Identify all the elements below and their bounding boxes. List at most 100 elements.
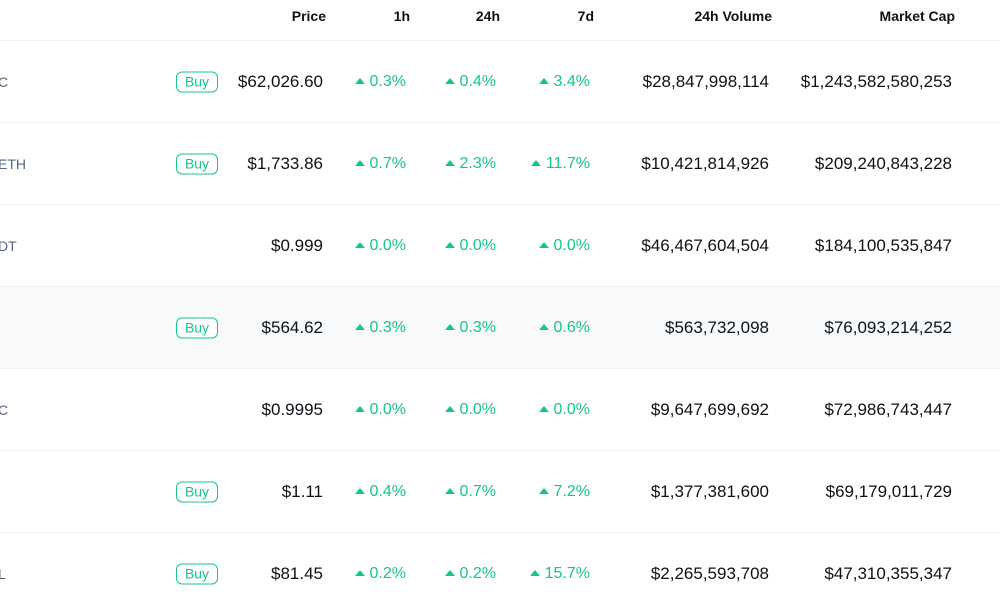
- volume-cell: $2,265,593,708: [650, 563, 769, 583]
- change-7d-value: 11.7%: [545, 154, 590, 172]
- table-row[interactable]: Buy $564.62 0.3% 0.3% 0.6% $563,732,098 $76,09…: [0, 287, 1000, 369]
- coin-symbol[interactable]: DT: [0, 237, 17, 254]
- price-cell: $1.11: [281, 481, 323, 501]
- volume-cell: $1,377,381,600: [650, 481, 769, 501]
- change-1h-value: 0.3%: [369, 318, 406, 336]
- caret-up-icon: [354, 487, 365, 494]
- price-cell: $62,026.60: [237, 71, 323, 91]
- change-1h-cell: 0.4%: [354, 482, 406, 501]
- coin-symbol[interactable]: L: [0, 565, 6, 582]
- change-7d-value: 15.7%: [544, 564, 590, 582]
- change-1h-value: 0.4%: [369, 482, 406, 500]
- table-row[interactable]: ETH Buy $1,733.86 0.7% 2.3% 11.7% $10,421,814,…: [0, 123, 1000, 205]
- price-cell: $81.45: [271, 563, 323, 583]
- volume-cell: $563,732,098: [665, 317, 769, 337]
- change-24h-value: 0.0%: [459, 400, 496, 418]
- market-cap-cell: $72,986,743,447: [824, 399, 952, 419]
- change-1h-value: 0.0%: [369, 400, 406, 418]
- volume-cell: $10,421,814,926: [641, 153, 769, 173]
- price-cell: $1,733.86: [247, 153, 323, 173]
- change-24h-value: 0.3%: [459, 318, 496, 336]
- change-7d-cell: 0.0%: [538, 236, 590, 255]
- column-header-7d[interactable]: 7d: [577, 8, 594, 24]
- table-row[interactable]: Buy $1.11 0.4% 0.7% 7.2% $1,377,381,600 $69,17…: [0, 451, 1000, 533]
- change-24h-value: 0.7%: [459, 482, 496, 500]
- change-1h-value: 0.2%: [369, 564, 406, 582]
- change-1h-cell: 0.3%: [354, 72, 406, 91]
- market-cap-cell: $209,240,843,228: [814, 153, 952, 173]
- buy-button[interactable]: Buy: [176, 317, 218, 338]
- change-7d-value: 7.2%: [553, 482, 590, 500]
- caret-up-icon: [354, 569, 365, 576]
- buy-button[interactable]: Buy: [176, 563, 218, 584]
- change-7d-value: 0.0%: [553, 236, 590, 254]
- change-7d-cell: 11.7%: [530, 154, 590, 173]
- buy-button[interactable]: Buy: [176, 71, 218, 92]
- column-header-market-cap[interactable]: Market Cap: [879, 8, 955, 24]
- change-1h-value: 0.7%: [369, 154, 406, 172]
- change-24h-value: 0.4%: [459, 72, 496, 90]
- change-24h-cell: 0.0%: [444, 400, 496, 419]
- caret-up-icon: [529, 569, 540, 576]
- change-7d-value: 3.4%: [553, 72, 590, 90]
- caret-up-icon: [354, 323, 365, 330]
- price-cell: $564.62: [261, 317, 323, 337]
- table-row[interactable]: C $0.9995 0.0% 0.0% 0.0% $9,647,699,692 $72,98…: [0, 369, 1000, 451]
- change-1h-value: 0.3%: [369, 72, 406, 90]
- table-row[interactable]: DT $0.999 0.0% 0.0% 0.0% $46,467,604,504 $184,…: [0, 205, 1000, 287]
- market-cap-cell: $47,310,355,347: [824, 563, 952, 583]
- change-1h-cell: 0.0%: [354, 236, 406, 255]
- caret-up-icon: [444, 159, 455, 166]
- change-24h-value: 0.2%: [459, 564, 496, 582]
- caret-up-icon: [538, 241, 549, 248]
- change-24h-value: 2.3%: [459, 154, 496, 172]
- volume-cell: $28,847,998,114: [642, 71, 769, 91]
- price-cell: $0.9995: [261, 399, 323, 419]
- buy-button[interactable]: Buy: [176, 481, 218, 502]
- table-row[interactable]: L Buy $81.45 0.2% 0.2% 15.7% $2,265,593,708 $47…: [0, 533, 1000, 600]
- change-7d-cell: 0.0%: [538, 400, 590, 419]
- caret-up-icon: [530, 159, 541, 166]
- change-7d-cell: 15.7%: [529, 564, 590, 583]
- buy-button[interactable]: Buy: [176, 153, 218, 174]
- change-24h-cell: 0.3%: [444, 318, 496, 337]
- change-24h-cell: 2.3%: [444, 154, 496, 173]
- market-cap-cell: $1,243,582,580,253: [800, 71, 952, 91]
- change-7d-cell: 7.2%: [538, 482, 590, 501]
- caret-up-icon: [354, 159, 365, 166]
- change-24h-cell: 0.0%: [444, 236, 496, 255]
- caret-up-icon: [538, 487, 549, 494]
- caret-up-icon: [444, 241, 455, 248]
- market-cap-cell: $76,093,214,252: [824, 317, 952, 337]
- column-header-24h[interactable]: 24h: [475, 8, 500, 24]
- caret-up-icon: [354, 405, 365, 412]
- column-header-1h[interactable]: 1h: [393, 8, 410, 24]
- caret-up-icon: [538, 323, 549, 330]
- change-1h-cell: 0.7%: [354, 154, 406, 173]
- change-7d-value: 0.0%: [553, 400, 590, 418]
- column-header-volume[interactable]: 24h Volume: [694, 8, 772, 24]
- price-cell: $0.999: [271, 235, 323, 255]
- volume-cell: $9,647,699,692: [650, 399, 769, 419]
- market-cap-cell: $184,100,535,847: [814, 235, 952, 255]
- change-24h-cell: 0.2%: [444, 564, 496, 583]
- change-24h-value: 0.0%: [459, 236, 496, 254]
- column-header-price[interactable]: Price: [291, 8, 326, 24]
- change-1h-value: 0.0%: [369, 236, 406, 254]
- coin-symbol[interactable]: C: [0, 73, 9, 90]
- change-1h-cell: 0.2%: [354, 564, 406, 583]
- caret-up-icon: [444, 569, 455, 576]
- change-1h-cell: 0.3%: [354, 318, 406, 337]
- coin-symbol[interactable]: C: [0, 401, 9, 418]
- caret-up-icon: [444, 487, 455, 494]
- change-7d-value: 0.6%: [553, 318, 590, 336]
- market-cap-cell: $69,179,011,729: [825, 481, 952, 501]
- caret-up-icon: [444, 77, 455, 84]
- table-row[interactable]: C Buy $62,026.60 0.3% 0.4% 3.4% $28,847,998,11…: [0, 41, 1000, 123]
- coin-symbol[interactable]: ETH: [0, 155, 26, 172]
- change-24h-cell: 0.7%: [444, 482, 496, 501]
- table-header: Price 1h 24h 7d 24h Volume Market Cap: [0, 0, 1000, 41]
- change-7d-cell: 0.6%: [538, 318, 590, 337]
- caret-up-icon: [538, 405, 549, 412]
- caret-up-icon: [444, 323, 455, 330]
